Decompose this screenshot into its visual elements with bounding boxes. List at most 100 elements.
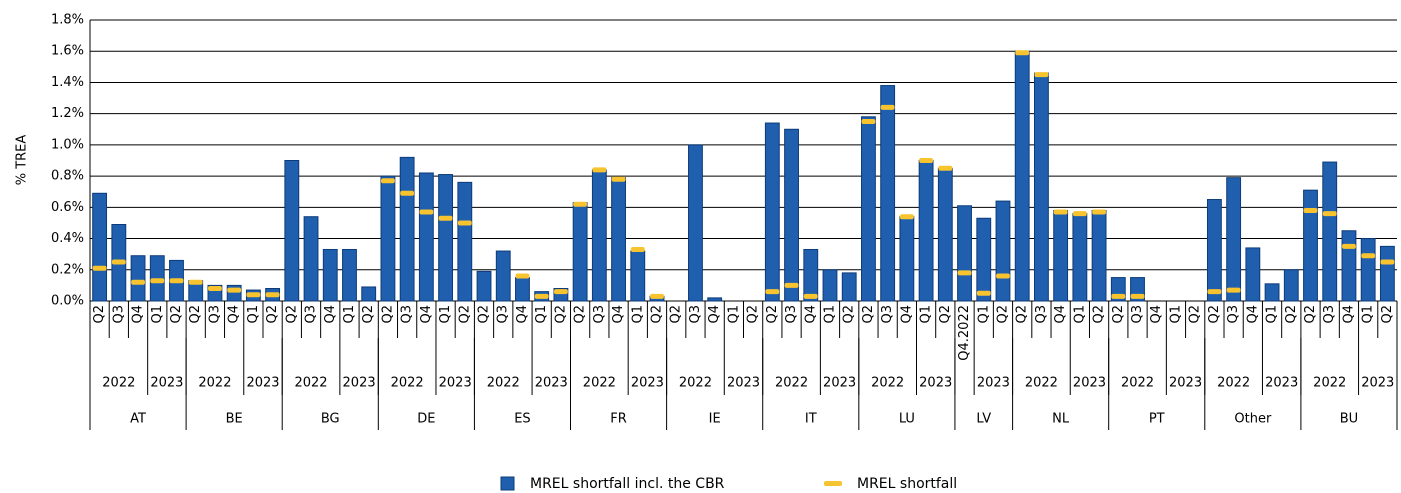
shortfall-marker xyxy=(1361,253,1376,259)
year-label: 2023 xyxy=(439,376,472,391)
shortfall-marker xyxy=(957,270,972,276)
year-label: 2022 xyxy=(1313,376,1346,391)
quarter-label: Q1 xyxy=(1168,305,1183,324)
bar xyxy=(284,160,300,302)
shortfall-marker xyxy=(169,278,184,284)
quarter-label: Q3 xyxy=(304,305,319,324)
shortfall-marker xyxy=(573,201,588,207)
shortfall-marker xyxy=(765,289,780,295)
year-label: 2023 xyxy=(631,376,664,391)
quarter-label: Q2 xyxy=(938,305,953,324)
quarter-label: Q2 xyxy=(1303,305,1318,324)
quarter-label: Q1 xyxy=(438,305,453,324)
quarter-label: Q4 xyxy=(1341,305,1356,324)
bar xyxy=(399,156,415,302)
bar xyxy=(515,277,530,302)
y-tick-label: 0.6% xyxy=(51,200,84,215)
shortfall-marker xyxy=(419,209,434,215)
legend-swatch xyxy=(500,476,515,491)
shortfall-marker xyxy=(438,215,453,221)
quarter-label: Q2 xyxy=(1188,305,1203,324)
shortfall-marker xyxy=(150,278,165,284)
y-tick-label: 0.4% xyxy=(51,231,84,246)
shortfall-marker xyxy=(111,259,126,265)
year-label: 2023 xyxy=(246,376,279,391)
country-label: NL xyxy=(1052,412,1070,427)
legend-label: MREL shortfall xyxy=(857,476,957,492)
year-label: 2023 xyxy=(343,376,376,391)
quarter-label: Q1 xyxy=(630,305,645,324)
quarter-label: Q2 xyxy=(284,305,299,324)
quarter-label: Q3 xyxy=(400,305,415,324)
shortfall-marker xyxy=(861,118,876,124)
quarter-label: Q4 xyxy=(611,305,626,324)
year-label: 2023 xyxy=(977,376,1010,391)
bar xyxy=(841,272,857,302)
quarter-label: Q1 xyxy=(822,305,837,324)
shortfall-marker xyxy=(1072,211,1087,217)
shortfall-marker xyxy=(899,214,914,220)
year-label: 2023 xyxy=(535,376,568,391)
quarter-label: Q4 xyxy=(899,305,914,324)
quarter-label: Q3 xyxy=(784,305,799,324)
quarter-label: Q4 xyxy=(1245,305,1260,324)
bar xyxy=(688,144,703,302)
quarter-label: Q3 xyxy=(592,305,607,324)
y-tick-label: 1.4% xyxy=(51,75,84,90)
country-label: BE xyxy=(226,412,243,427)
bar xyxy=(495,250,511,302)
bar xyxy=(438,174,454,302)
bar xyxy=(361,286,377,302)
bar xyxy=(1360,238,1376,302)
y-tick-label: 1.8% xyxy=(51,13,84,28)
bar xyxy=(322,248,338,302)
quarter-label: Q2 xyxy=(669,305,684,324)
quarter-label: Q2 xyxy=(380,305,395,324)
quarter-label: Q4 xyxy=(323,305,338,324)
quarter-label: Q1 xyxy=(1361,305,1376,324)
quarter-label: Q1 xyxy=(726,305,741,324)
quarter-label: Q3 xyxy=(496,305,511,324)
quarter-label: Q3 xyxy=(880,305,895,324)
country-label: DE xyxy=(417,412,435,427)
quarter-label: Q2 xyxy=(169,305,184,324)
quarter-label: Q1 xyxy=(342,305,357,324)
quarter-label: Q4 xyxy=(803,305,818,324)
legend-swatch xyxy=(824,481,842,486)
year-label: 2023 xyxy=(727,376,760,391)
bar xyxy=(1014,50,1030,302)
shortfall-marker xyxy=(227,287,242,293)
shortfall-marker xyxy=(919,158,934,163)
bar xyxy=(1206,199,1222,302)
year-label: 2022 xyxy=(294,376,327,391)
shortfall-marker xyxy=(976,290,991,296)
bar xyxy=(803,248,819,302)
y-tick-label: 0.0% xyxy=(51,294,84,309)
shortfall-marker xyxy=(1226,287,1241,293)
bar xyxy=(957,205,972,302)
y-axis-label: % TREA xyxy=(15,135,30,186)
quarter-label: Q1 xyxy=(1265,305,1280,324)
bar xyxy=(995,200,1011,302)
quarter-label: Q3 xyxy=(207,305,222,324)
year-label: 2022 xyxy=(102,376,135,391)
bar xyxy=(130,255,146,302)
quarter-label: Q4 xyxy=(1053,305,1068,324)
country-label: AT xyxy=(130,412,146,427)
quarter-label: Q2 xyxy=(842,305,857,324)
y-tick-label: 0.2% xyxy=(51,262,84,277)
quarter-label: Q2 xyxy=(650,305,665,324)
bar xyxy=(918,160,934,302)
bar xyxy=(611,177,626,302)
quarter-label: Q2 xyxy=(1015,305,1030,324)
shortfall-marker xyxy=(1380,259,1395,265)
bar xyxy=(1264,283,1280,302)
country-label: LV xyxy=(976,412,991,427)
quarter-label: Q4 xyxy=(227,305,242,324)
bar xyxy=(457,181,473,302)
bar xyxy=(861,116,876,302)
bar xyxy=(1379,245,1395,302)
year-label: 2022 xyxy=(679,376,712,391)
bar xyxy=(1303,189,1318,302)
